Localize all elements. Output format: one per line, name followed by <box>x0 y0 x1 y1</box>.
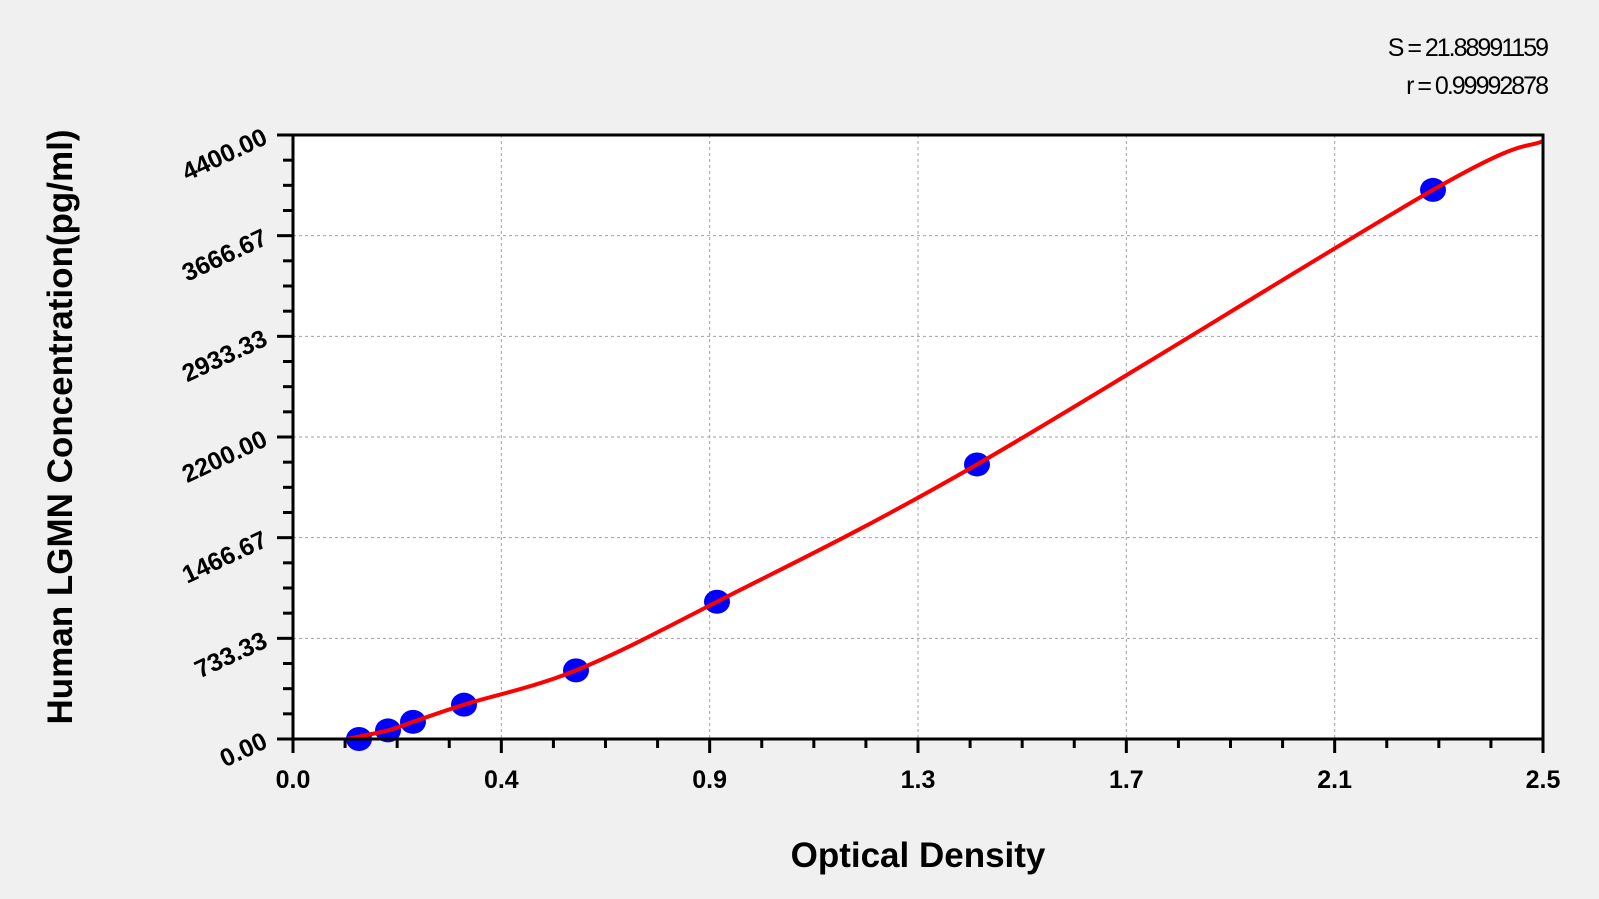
x-tick-label: 0.4 <box>484 766 519 794</box>
fit-curve <box>346 139 1544 741</box>
x-tick-label: 2.1 <box>1317 766 1352 794</box>
x-axis-title: Optical Density <box>791 836 1046 875</box>
y-tick-label: 733.33 <box>190 626 271 684</box>
y-axis-title: Human LGMN Concentration(pg/ml) <box>41 130 80 725</box>
y-tick-label: 2200.00 <box>178 425 272 489</box>
r-statistic: r = 0.99992878 <box>1406 72 1549 100</box>
x-tick-label: 2.5 <box>1526 766 1561 794</box>
x-tick-label: 1.7 <box>1109 766 1144 794</box>
s-statistic: S = 21.88991159 <box>1387 34 1549 62</box>
y-tick-label: 1466.67 <box>178 526 272 590</box>
plot-frame <box>291 133 1545 741</box>
x-tick-label: 0.9 <box>692 766 727 794</box>
x-tick-label: 0.0 <box>276 766 311 794</box>
x-tick-label: 1.3 <box>901 766 936 794</box>
y-tick-label: 4400.00 <box>178 123 272 187</box>
y-tick-label: 0.00 <box>216 727 272 773</box>
y-tick-label: 3666.67 <box>178 224 272 288</box>
y-tick-label: 2933.33 <box>178 324 272 388</box>
